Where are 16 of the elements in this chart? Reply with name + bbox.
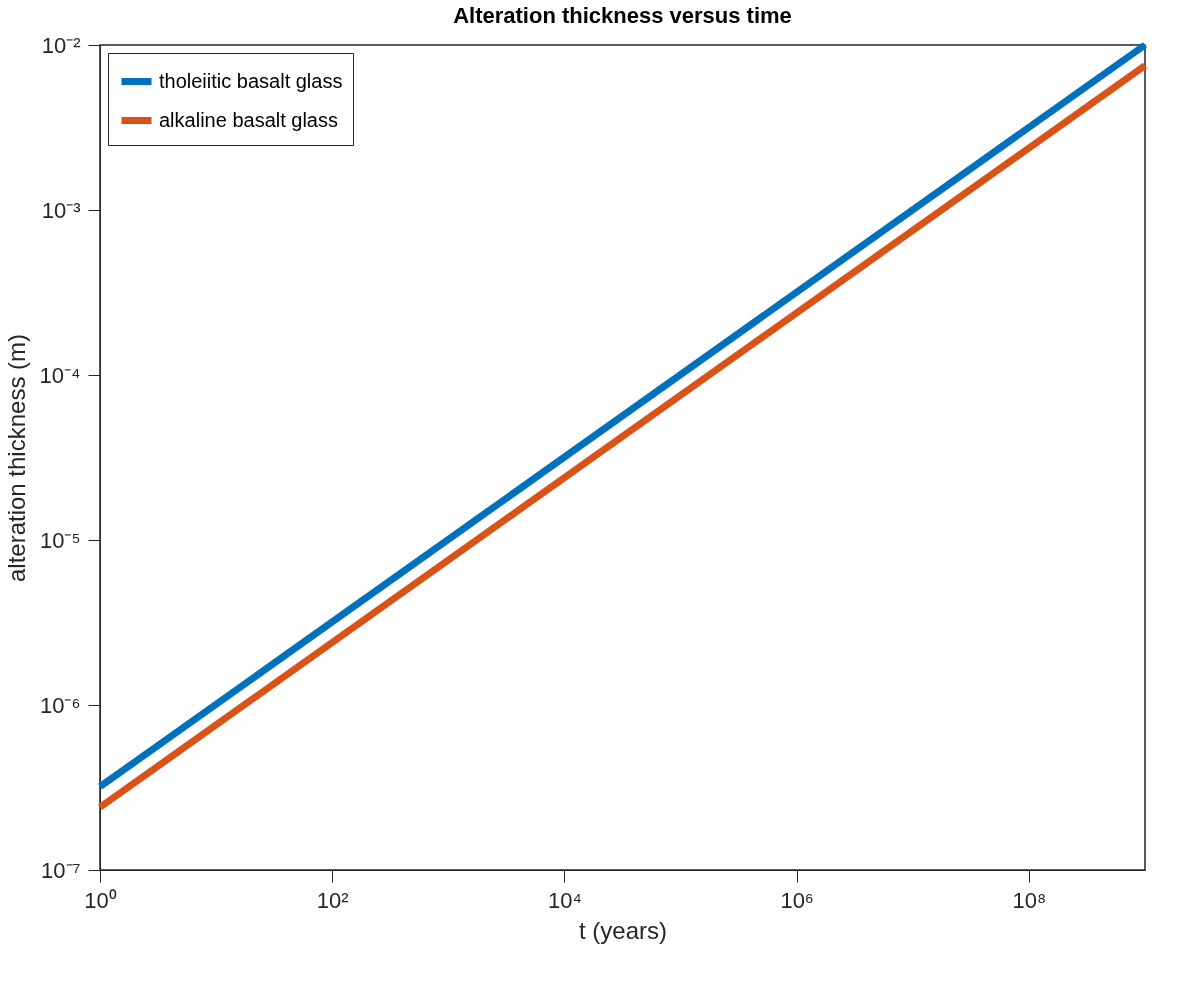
y-tick-label: 10⁻⁶ <box>39 692 81 718</box>
x-tick-label: 10⁶ <box>780 887 814 913</box>
x-tick-label: 10⁰ <box>84 887 117 913</box>
y-tick-label: 10⁻⁷ <box>41 857 81 883</box>
y-axis-title: alteration thickness (m) <box>2 333 30 583</box>
chart-title: Alteration thickness versus time <box>453 3 792 28</box>
x-tick-label: 10² <box>316 887 349 913</box>
y-tick-label: 10⁻⁵ <box>39 527 81 553</box>
legend-label: alkaline basalt glass <box>159 108 338 131</box>
y-tick-label: 10⁻³ <box>41 197 81 223</box>
legend-label: tholeiitic basalt glass <box>159 69 343 92</box>
x-tick-label: 10⁴ <box>547 887 582 913</box>
y-tick-label: 10⁻⁴ <box>39 362 81 388</box>
x-tick-label: 10⁸ <box>1012 887 1047 913</box>
y-tick-label: 10⁻² <box>41 32 81 58</box>
x-axis-title: t (years) <box>578 916 668 944</box>
